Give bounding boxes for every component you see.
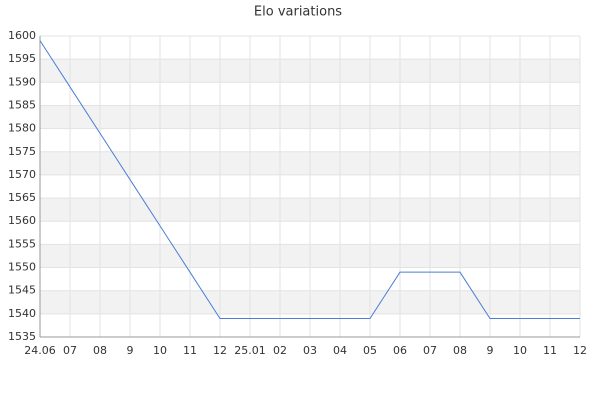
x-tick-label: 25.01	[234, 344, 266, 357]
x-tick-label: 04	[333, 344, 347, 357]
x-tick-label: 05	[363, 344, 377, 357]
x-tick-label: 07	[63, 344, 77, 357]
x-tick-label: 24.06	[24, 344, 56, 357]
y-tick-label: 1570	[8, 168, 36, 181]
x-tick-label: 06	[393, 344, 407, 357]
chart-title: Elo variations	[254, 5, 342, 20]
x-tick-label: 9	[127, 344, 134, 357]
x-tick-label: 12	[573, 344, 587, 357]
x-tick-label: 11	[543, 344, 557, 357]
x-tick-label: 03	[303, 344, 317, 357]
x-tick-label: 11	[183, 344, 197, 357]
y-tick-label: 1545	[8, 284, 36, 297]
x-tick-label: 08	[93, 344, 107, 357]
x-tick-label: 02	[273, 344, 287, 357]
y-tick-label: 1560	[8, 214, 36, 227]
y-tick-label: 1580	[8, 122, 36, 135]
y-tick-label: 1540	[8, 307, 36, 320]
y-tick-label: 1595	[8, 52, 36, 65]
x-tick-label: 07	[423, 344, 437, 357]
y-tick-label: 1535	[8, 330, 36, 343]
x-tick-label: 10	[153, 344, 167, 357]
y-tick-label: 1585	[8, 98, 36, 111]
y-tick-label: 1555	[8, 237, 36, 250]
y-tick-label: 1565	[8, 191, 36, 204]
y-tick-label: 1600	[8, 29, 36, 42]
x-tick-label: 9	[487, 344, 494, 357]
line-series	[39, 40, 580, 319]
y-tick-label: 1590	[8, 75, 36, 88]
y-tick-label: 1550	[8, 261, 36, 274]
x-tick-label: 08	[453, 344, 467, 357]
x-tick-label: 12	[213, 344, 227, 357]
x-tick-label: 10	[513, 344, 527, 357]
y-tick-label: 1575	[8, 145, 36, 158]
